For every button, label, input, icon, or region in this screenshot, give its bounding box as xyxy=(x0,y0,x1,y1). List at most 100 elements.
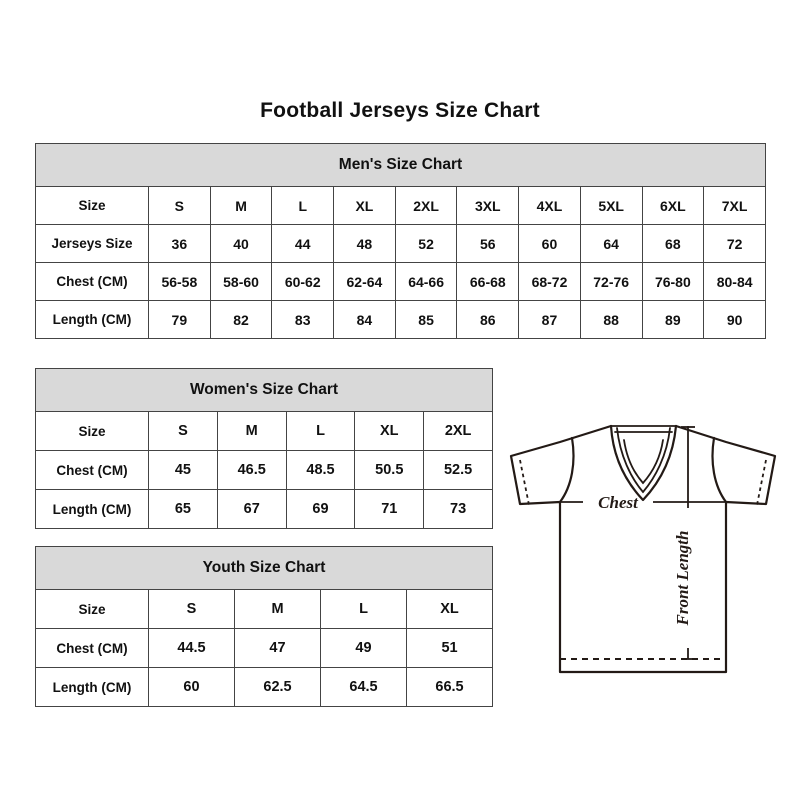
jersey-svg: Chest Front Length xyxy=(509,424,777,674)
cell: 64-66 xyxy=(394,262,458,301)
column-header-3xl: 3XL xyxy=(456,186,520,225)
cell: 66-68 xyxy=(456,262,520,301)
column-header-7xl: 7XL xyxy=(703,186,767,225)
cell: 46.5 xyxy=(216,450,287,490)
cell: 60-62 xyxy=(271,262,335,301)
cell: 85 xyxy=(394,300,458,339)
column-header-l: L xyxy=(320,589,407,629)
table-row: Size S M L XL 2XL xyxy=(35,411,494,451)
cell: 47 xyxy=(234,628,321,668)
column-header-l: L xyxy=(271,186,335,225)
table-header-row: Women's Size Chart xyxy=(34,368,494,412)
table-row: Size S M L XL xyxy=(35,589,494,629)
column-header-4xl: 4XL xyxy=(518,186,581,225)
table-row: Chest (CM) 56-58 58-60 60-62 62-64 64-66… xyxy=(35,262,767,301)
cell: 44 xyxy=(271,224,335,263)
cell: 56-58 xyxy=(148,262,211,301)
column-header-m: M xyxy=(216,411,287,451)
table-row: Length (CM) 65 67 69 71 73 xyxy=(35,489,494,529)
cell: 51 xyxy=(405,628,494,668)
womens-size-table: Women's Size Chart Size S M L XL 2XL Che… xyxy=(34,368,494,529)
chest-label: Chest xyxy=(598,493,639,512)
column-header-size: Size xyxy=(35,589,149,629)
youth-size-table: Youth Size Chart Size S M L XL Chest (CM… xyxy=(34,546,494,707)
cell: 68-72 xyxy=(518,262,581,301)
table-row: Jerseys Size 36 40 44 48 52 56 60 64 68 … xyxy=(35,224,767,263)
cell: 64 xyxy=(579,224,643,263)
table-row: Length (CM) 60 62.5 64.5 66.5 xyxy=(35,667,494,707)
cell: 80-84 xyxy=(703,262,767,301)
row-label-chest: Chest (CM) xyxy=(35,628,149,668)
left-sleeve-hem-dashed xyxy=(519,459,530,506)
cell: 76-80 xyxy=(641,262,705,301)
table-header-row: Youth Size Chart xyxy=(34,546,494,590)
row-label-chest: Chest (CM) xyxy=(35,450,149,490)
cell: 62-64 xyxy=(333,262,396,301)
right-armhole-seam xyxy=(711,436,728,504)
cell: 67 xyxy=(216,489,287,529)
cell: 87 xyxy=(518,300,581,339)
table-row: Length (CM) 79 82 83 84 85 86 87 88 89 9… xyxy=(35,300,767,339)
cell: 65 xyxy=(148,489,218,529)
cell: 83 xyxy=(271,300,335,339)
table-row: Chest (CM) 44.5 47 49 51 xyxy=(35,628,494,668)
cell: 62.5 xyxy=(234,667,321,707)
column-header-size: Size xyxy=(35,186,149,225)
jersey-measurement-diagram: Chest Front Length xyxy=(498,404,788,694)
cell: 40 xyxy=(209,224,273,263)
column-header-s: S xyxy=(148,186,211,225)
front-length-label: Front Length xyxy=(673,531,692,627)
cell: 88 xyxy=(579,300,643,339)
table-header-row: Men's Size Chart xyxy=(34,143,767,187)
vneck-collar-inner-2 xyxy=(623,439,664,485)
column-header-xl: XL xyxy=(333,186,396,225)
cell: 69 xyxy=(285,489,356,529)
cell: 48 xyxy=(333,224,396,263)
cell: 90 xyxy=(703,300,767,339)
column-header-m: M xyxy=(234,589,321,629)
cell: 73 xyxy=(423,489,494,529)
column-header-m: M xyxy=(209,186,273,225)
youth-table-caption: Youth Size Chart xyxy=(34,546,494,590)
column-header-l: L xyxy=(285,411,356,451)
column-header-2xl: 2XL xyxy=(423,411,494,451)
mens-table-caption: Men's Size Chart xyxy=(34,143,767,187)
cell: 52.5 xyxy=(423,450,494,490)
cell: 48.5 xyxy=(285,450,356,490)
cell: 64.5 xyxy=(320,667,407,707)
row-label-length: Length (CM) xyxy=(35,489,149,529)
cell: 56 xyxy=(456,224,520,263)
column-header-xl: XL xyxy=(405,589,494,629)
row-label-length: Length (CM) xyxy=(35,667,149,707)
column-header-size: Size xyxy=(35,411,149,451)
cell: 72-76 xyxy=(579,262,643,301)
cell: 60 xyxy=(518,224,581,263)
row-label-length: Length (CM) xyxy=(35,300,149,339)
row-label-chest: Chest (CM) xyxy=(35,262,149,301)
cell: 49 xyxy=(320,628,407,668)
cell: 52 xyxy=(394,224,458,263)
cell: 72 xyxy=(703,224,767,263)
cell: 89 xyxy=(641,300,705,339)
column-header-xl: XL xyxy=(354,411,425,451)
column-header-s: S xyxy=(148,411,218,451)
vneck-collar-outer xyxy=(609,424,678,502)
left-armhole-seam xyxy=(558,436,575,504)
row-label-jerseys-size: Jerseys Size xyxy=(35,224,149,263)
column-header-6xl: 6XL xyxy=(641,186,705,225)
cell: 60 xyxy=(148,667,235,707)
cell: 50.5 xyxy=(354,450,425,490)
shirt-body-outline xyxy=(509,424,777,674)
cell: 58-60 xyxy=(209,262,273,301)
page-title: Football Jerseys Size Chart xyxy=(260,99,540,122)
cell: 82 xyxy=(209,300,273,339)
vneck-collar-inner-1 xyxy=(616,427,671,494)
cell: 66.5 xyxy=(405,667,494,707)
cell: 84 xyxy=(333,300,396,339)
womens-table-caption: Women's Size Chart xyxy=(34,368,494,412)
cell: 45 xyxy=(148,450,218,490)
right-sleeve-hem-dashed xyxy=(756,459,767,506)
table-row: Size S M L XL 2XL 3XL 4XL 5XL 6XL 7XL xyxy=(35,186,767,225)
column-header-5xl: 5XL xyxy=(579,186,643,225)
